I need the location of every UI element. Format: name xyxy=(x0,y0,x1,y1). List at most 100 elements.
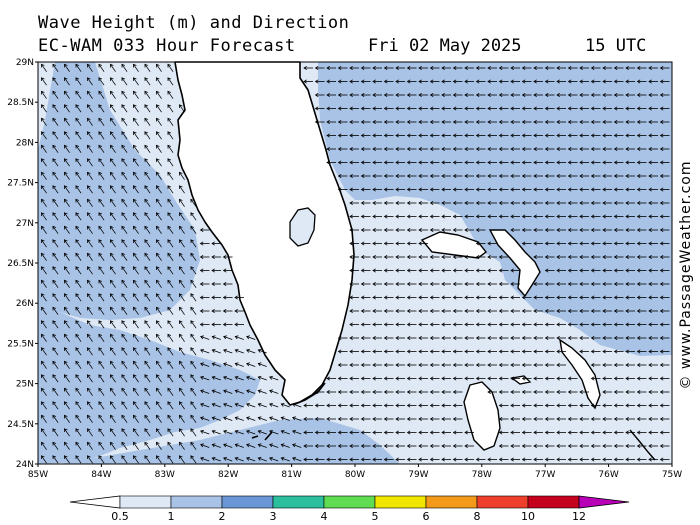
wave-arrow xyxy=(52,185,59,194)
wave-arrowhead xyxy=(579,227,583,233)
wave-arrow xyxy=(75,172,82,180)
wave-direction-arrows xyxy=(40,63,670,464)
wave-arrowhead xyxy=(109,293,114,298)
wave-arrow xyxy=(98,388,105,396)
wave-arrow xyxy=(64,388,70,396)
wave-arrowhead xyxy=(109,212,114,217)
wave-arrowhead xyxy=(222,295,227,300)
wave-arrow xyxy=(167,428,174,437)
wave-arrowhead xyxy=(40,401,45,406)
wave-arrowhead xyxy=(167,374,172,379)
wave-arrowhead xyxy=(613,119,618,125)
wave-arrow xyxy=(87,293,93,302)
wave-arrowhead xyxy=(625,146,629,152)
wave-arrowhead xyxy=(625,241,629,246)
wave-arrow xyxy=(75,226,82,234)
wave-arrowhead xyxy=(556,146,560,152)
wave-arrowhead xyxy=(40,455,45,460)
wave-arrow xyxy=(144,428,151,437)
wave-arrowhead xyxy=(452,133,457,138)
wave-arrowhead xyxy=(349,308,353,314)
wave-arrowhead xyxy=(75,320,80,325)
wave-arrowhead xyxy=(498,322,503,327)
wave-arrowhead xyxy=(132,252,137,257)
wave-arrowhead xyxy=(418,146,422,152)
wave-arrowhead xyxy=(199,227,204,233)
wave-arrowhead xyxy=(155,158,160,163)
wave-arrow xyxy=(64,442,70,450)
wave-arrow xyxy=(110,239,116,248)
wave-arrowhead xyxy=(63,185,68,190)
wave-arrow xyxy=(223,363,233,367)
wave-arrowhead xyxy=(178,401,183,406)
wave-arrowhead xyxy=(121,117,126,122)
wave-arrow xyxy=(190,374,197,383)
wave-arrowhead xyxy=(487,119,491,125)
wave-arrowhead xyxy=(613,187,618,192)
wave-arrowhead xyxy=(556,79,560,84)
wave-arrowhead xyxy=(86,293,91,298)
wave-arrowhead xyxy=(121,428,126,433)
wave-arrowhead xyxy=(383,119,388,125)
wave-arrow xyxy=(167,145,174,153)
wave-arrowhead xyxy=(406,79,411,84)
colorbar-label: 6 xyxy=(423,510,430,523)
wave-arrow xyxy=(75,455,82,464)
wave-arrowhead xyxy=(636,119,641,125)
wave-arrowhead xyxy=(521,187,526,192)
wave-arrowhead xyxy=(625,173,629,179)
wave-arrow xyxy=(235,363,244,367)
wave-arrowhead xyxy=(475,322,480,327)
wave-arrow xyxy=(110,266,116,275)
wave-arrowhead xyxy=(659,376,664,381)
wave-arrowhead xyxy=(86,90,91,95)
wave-arrowhead xyxy=(360,295,365,300)
wave-arrowhead xyxy=(303,65,307,71)
wave-arrowhead xyxy=(360,308,365,314)
wave-arrowhead xyxy=(475,119,480,125)
wave-arrow xyxy=(246,417,256,421)
wave-arrowhead xyxy=(75,414,80,419)
wave-arrowhead xyxy=(406,322,411,327)
wave-arrowhead xyxy=(429,160,434,165)
wave-arrowhead xyxy=(63,131,68,136)
wave-arrowhead xyxy=(544,106,549,111)
wave-arrowhead xyxy=(360,227,365,233)
wave-arrowhead xyxy=(109,239,114,244)
wave-arrowhead xyxy=(648,119,652,125)
wave-arrow xyxy=(110,145,116,153)
wave-arrowhead xyxy=(223,389,227,394)
wave-arrowhead xyxy=(498,430,503,435)
wave-arrowhead xyxy=(395,403,399,408)
wave-arrow xyxy=(179,388,185,396)
wave-arrowhead xyxy=(395,457,399,462)
wave-arrowhead xyxy=(498,308,503,314)
wave-arrowhead xyxy=(452,403,457,408)
wave-arrowhead xyxy=(144,63,149,68)
wave-arrowhead xyxy=(63,441,68,446)
wave-arrow xyxy=(98,185,105,194)
wave-arrowhead xyxy=(144,333,149,338)
wave-arrowhead xyxy=(636,146,641,152)
wave-arrow xyxy=(269,376,279,381)
wave-arrowhead xyxy=(567,416,572,422)
wave-arrowhead xyxy=(132,333,137,338)
wave-arrowhead xyxy=(40,333,45,338)
wave-arrowhead xyxy=(395,295,399,300)
wave-arrowhead xyxy=(52,279,57,284)
wave-arrow xyxy=(212,336,221,340)
wave-arrowhead xyxy=(167,131,172,136)
wave-arrowhead xyxy=(636,389,641,395)
wave-arrow xyxy=(75,239,82,248)
wave-arrowhead xyxy=(199,254,204,260)
wave-arrowhead xyxy=(556,457,560,462)
wave-arrowhead xyxy=(613,65,618,71)
wave-arrowhead xyxy=(132,401,137,406)
wave-arrowhead xyxy=(372,200,376,206)
wave-arrowhead xyxy=(360,389,365,395)
wave-arrowhead xyxy=(314,389,319,395)
wave-arrowhead xyxy=(659,65,664,71)
wave-arrowhead xyxy=(292,416,296,421)
wave-arrowhead xyxy=(190,293,195,298)
wave-arrowhead xyxy=(360,241,365,246)
